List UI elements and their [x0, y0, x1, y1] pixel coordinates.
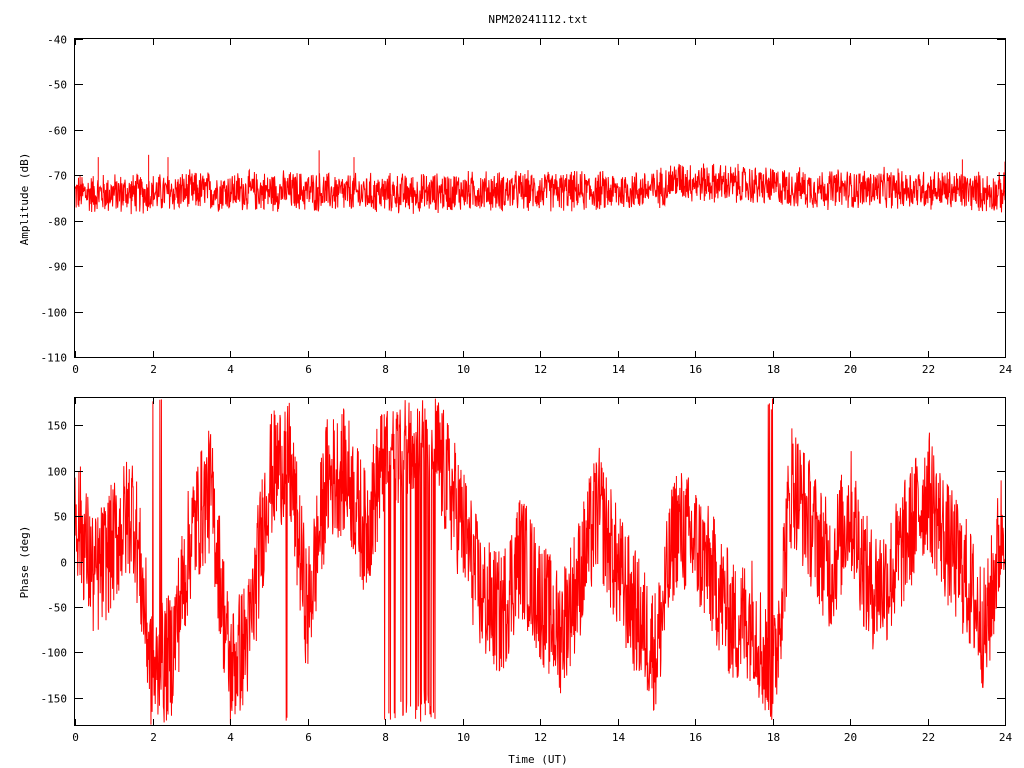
amp-x-tick-label: 20	[844, 363, 857, 376]
ph-x-tick-label: 2	[150, 731, 157, 744]
ph-x-tick-label: 24	[999, 731, 1013, 744]
amplitude-x-ticks: 0 2 4 6 8 10 12 14 16 18 20 22 24	[72, 39, 1012, 376]
amplitude-y-ticks: -40 -50 -60 -70 -80 -90 -100 -110	[41, 34, 1005, 365]
ph-x-tick-label: 12	[534, 731, 547, 744]
amplitude-plot-frame	[74, 38, 1006, 358]
amp-x-tick-label: 14	[612, 363, 626, 376]
amp-x-tick-label: 16	[689, 363, 702, 376]
ph-y-tick-label: 100	[47, 466, 67, 479]
amp-y-tick-label: -100	[41, 307, 68, 320]
amp-x-tick-label: 0	[72, 363, 79, 376]
amp-x-tick-label: 4	[227, 363, 234, 376]
amp-x-tick-label: 24	[999, 363, 1013, 376]
ph-x-tick-label: 0	[72, 731, 79, 744]
ph-x-tick-label: 16	[689, 731, 702, 744]
ph-x-tick-label: 8	[382, 731, 389, 744]
ph-x-tick-label: 22	[922, 731, 935, 744]
amp-y-tick-label: -70	[47, 170, 67, 183]
ph-x-tick-label: 14	[612, 731, 626, 744]
amp-x-tick-label: 10	[457, 363, 470, 376]
ph-y-tick-label: -50	[47, 602, 67, 615]
amp-y-tick-label: -60	[47, 125, 67, 138]
amp-x-tick-label: 22	[922, 363, 935, 376]
amp-x-tick-label: 8	[382, 363, 389, 376]
ph-y-tick-label: 50	[54, 511, 67, 524]
amplitude-panel: -40-50-60-70-80-90-100-110 0 2 4 6 8 10 12 14 16…	[18, 34, 1012, 377]
amp-x-tick-label: 6	[305, 363, 312, 376]
amp-y-tick-label: -50	[47, 79, 67, 92]
amp-y-tick-label: -80	[47, 216, 67, 229]
amp-y-tick-label: -40	[47, 34, 67, 47]
phase-line	[74, 398, 1006, 725]
phase-x-label: Time (UT)	[508, 753, 568, 766]
ph-x-tick-label: 4	[227, 731, 234, 744]
ph-y-tick-label: 0	[60, 557, 67, 570]
amplitude-line	[74, 163, 1006, 215]
ph-x-tick-label: 18	[767, 731, 780, 744]
phase-y-ticks: 150 100 50 0 -50 -100 -150	[41, 420, 1005, 706]
ph-y-tick-label: -150	[41, 693, 68, 706]
phase-trace	[74, 398, 1006, 725]
amp-x-tick-label: 18	[767, 363, 780, 376]
ph-x-tick-label: 6	[305, 731, 312, 744]
amp-y-tick-label: -90	[47, 261, 67, 274]
ph-x-tick-label: 20	[844, 731, 857, 744]
ph-x-tick-label: 10	[457, 731, 470, 744]
chart-title: NPM20241112.txt	[488, 13, 587, 26]
phase-plot-frame	[74, 397, 1006, 726]
ph-y-tick-label: 150	[47, 420, 67, 433]
phase-y-label: Phase (deg)	[18, 526, 31, 599]
amp-y-tick-label: -110	[41, 352, 68, 365]
amp-x-tick-label: 12	[534, 363, 547, 376]
amp-x-tick-label: 2	[150, 363, 157, 376]
amplitude-y-label: Amplitude (dB)	[18, 153, 31, 246]
ph-y-tick-label: -100	[41, 647, 68, 660]
